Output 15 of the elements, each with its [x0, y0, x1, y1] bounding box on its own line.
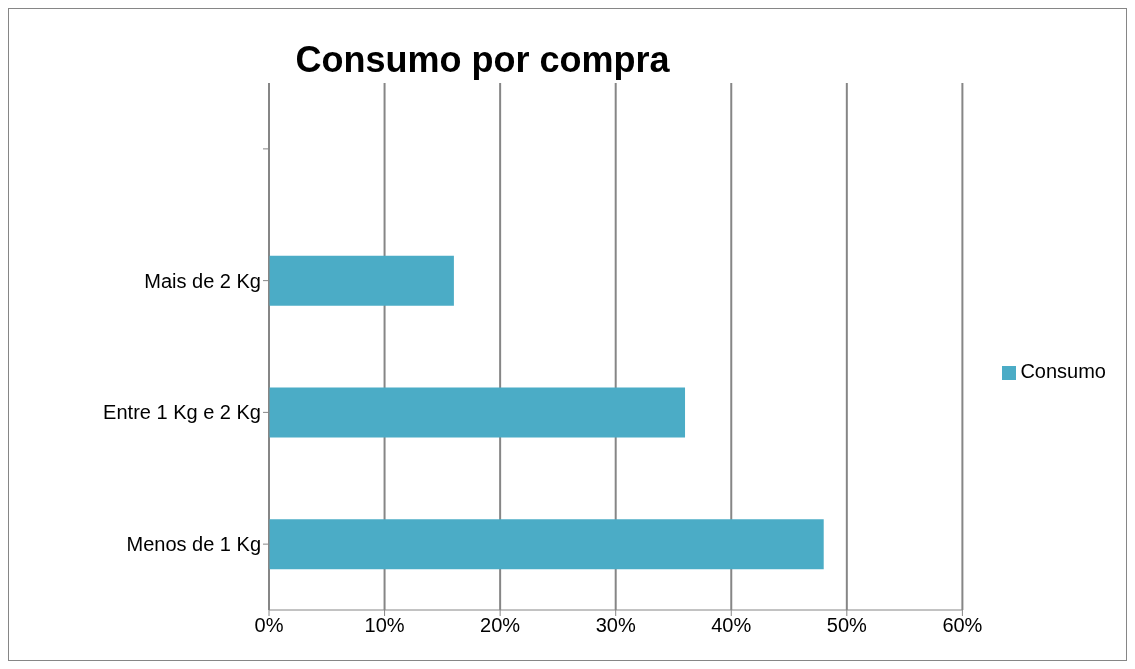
x-tick-label: 0% [254, 614, 284, 637]
y-tick-label: Entre 1 Kg e 2 Kg [103, 401, 261, 424]
bar [269, 255, 454, 306]
bar [269, 519, 824, 570]
bar [269, 387, 686, 438]
x-tick-label: 20% [480, 614, 521, 637]
legend-label: Consumo [1020, 360, 1106, 382]
x-tick-label: 30% [595, 614, 636, 637]
y-tick-label: Mais de 2 Kg [144, 269, 261, 292]
x-tick-label: 50% [826, 614, 868, 637]
x-tick-label: 60% [942, 614, 983, 637]
x-tick-label: 10% [364, 614, 405, 637]
x-tick-label: 40% [711, 614, 752, 637]
chart-title: Consumo por compra [294, 38, 671, 82]
y-tick-label: Menos de 1 Kg [126, 533, 261, 556]
